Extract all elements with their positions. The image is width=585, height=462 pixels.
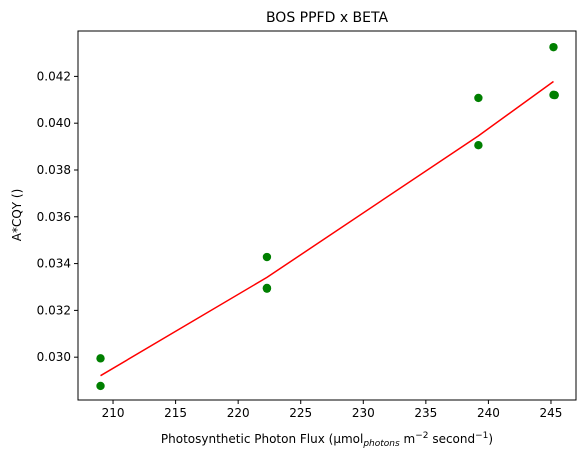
y-axis-label: A*CQY ()	[10, 189, 24, 242]
y-tick-label: 0.036	[37, 210, 71, 224]
x-tick-label: 225	[289, 406, 312, 420]
chart-title: BOS PPFD x BETA	[266, 10, 389, 26]
plot-frame	[77, 30, 577, 401]
data-point-1	[96, 354, 105, 363]
x-tick-label: 235	[414, 406, 437, 420]
x-tick-label: 210	[102, 406, 125, 420]
data-point-10	[550, 90, 559, 100]
fit-line-layer	[100, 80, 554, 377]
data-point-6	[474, 93, 483, 103]
y-tick-label: 0.042	[37, 69, 71, 83]
y-axis: 0.030 0.032 0.034 0.036 0.038 0.040 0.042	[37, 69, 78, 364]
data-point-3	[262, 252, 272, 262]
data-point-2	[96, 381, 105, 391]
x-tick-label: 215	[164, 406, 187, 420]
y-tick-label: 0.032	[37, 303, 71, 317]
x-tick-label: 245	[540, 406, 563, 420]
data-point-7	[474, 140, 483, 150]
data-point-8	[549, 42, 558, 52]
x-axis-label-superscript-2: −1	[475, 431, 488, 441]
x-tick-label: 230	[352, 406, 375, 420]
y-tick-label: 0.040	[37, 116, 71, 130]
points-layer	[96, 42, 559, 391]
x-tick-label: 220	[227, 406, 250, 420]
x-axis-label: Photosynthetic Photon Flux (µmolphotons …	[161, 431, 493, 449]
x-axis: 210 215 220 225 230 235 240 245	[102, 400, 563, 420]
fit-line	[100, 80, 554, 377]
plot-area	[78, 31, 576, 400]
y-tick-label: 0.030	[37, 350, 71, 364]
x-axis-label-superscript-1: −2	[415, 431, 428, 441]
y-tick-label: 0.034	[37, 257, 71, 271]
y-tick-label: 0.038	[37, 163, 71, 177]
x-tick-label: 240	[477, 406, 500, 420]
data-point-5	[262, 284, 272, 293]
x-axis-label-subscript: photons	[362, 439, 400, 449]
